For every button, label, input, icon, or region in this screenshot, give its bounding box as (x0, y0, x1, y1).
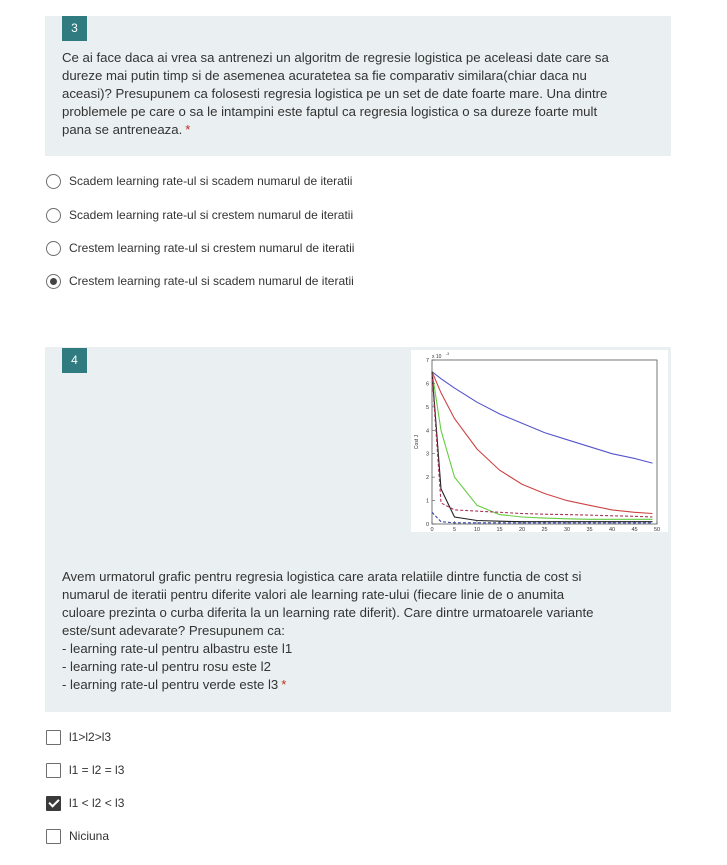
question-3-card: 3 Ce ai face daca ai vrea sa antrenezi u… (45, 16, 671, 156)
y-axis-label: Cost J (414, 434, 420, 449)
y-tick-label: 6 (426, 381, 429, 387)
radio-option-2[interactable]: Scadem learning rate-ul si crestem numar… (46, 205, 646, 225)
y-tick-label: 1 (426, 499, 429, 505)
option-label: Scadem learning rate-ul si scadem numaru… (69, 174, 353, 188)
option-label: Crestem learning rate-ul si scadem numar… (69, 274, 354, 288)
radio-option-3[interactable]: Crestem learning rate-ul si crestem numa… (46, 238, 646, 258)
x-tick-label: 5 (453, 527, 456, 532)
question-text-body: Ce ai face daca ai vrea sa antrenezi un … (62, 50, 609, 137)
question-text: Avem urmatorul grafic pentru regresia lo… (62, 568, 652, 694)
radio-button-selected[interactable] (46, 273, 61, 289)
x-tick-label: 50 (654, 527, 660, 532)
option-label: Crestem learning rate-ul si crestem numa… (69, 241, 355, 255)
required-asterisk: * (185, 122, 191, 137)
series-line-6 (431, 511, 653, 524)
series-line-3 (431, 371, 653, 520)
radio-button[interactable] (46, 240, 61, 256)
option-label: Niciuna (69, 829, 110, 843)
checkbox-option-3[interactable]: l1 < l2 < l3 (46, 793, 646, 813)
radio-option-1[interactable]: Scadem learning rate-ul si scadem numaru… (46, 171, 646, 191)
question-number-badge: 4 (62, 348, 87, 373)
x-tick-label: 35 (586, 527, 592, 532)
checkbox[interactable] (46, 729, 61, 745)
required-asterisk: * (281, 677, 287, 692)
y-multiplier-exponent: -3 (446, 352, 449, 356)
checkbox-option-2[interactable]: l1 = l2 = l3 (46, 760, 646, 780)
question-text: Ce ai face daca ai vrea sa antrenezi un … (62, 49, 652, 139)
y-tick-label: 2 (426, 475, 429, 481)
x-tick-label: 45 (631, 527, 637, 532)
checkbox-option-4[interactable]: Niciuna (46, 826, 646, 846)
option-label: l1>l2>l3 (69, 730, 112, 744)
y-tick-label: 3 (426, 452, 429, 458)
series-line-5 (431, 374, 653, 518)
question-text-body: Avem urmatorul grafic pentru regresia lo… (62, 569, 594, 692)
y-multiplier-label: x 10 (432, 354, 442, 360)
series-line-1 (431, 371, 653, 464)
series-line-2 (431, 371, 653, 515)
x-tick-label: 10 (474, 527, 480, 532)
radio-button[interactable] (46, 207, 61, 223)
series-line-4 (431, 371, 653, 523)
checkbox-checked[interactable] (46, 795, 61, 811)
plot-frame (431, 359, 658, 525)
checkbox-option-1[interactable]: l1>l2>l3 (46, 727, 646, 747)
radio-button[interactable] (46, 173, 61, 189)
y-tick-label: 7 (426, 358, 429, 364)
x-tick-label: 15 (496, 527, 502, 532)
x-tick-label: 20 (519, 527, 525, 532)
x-tick-label: 30 (564, 527, 570, 532)
radio-option-4[interactable]: Crestem learning rate-ul si scadem numar… (46, 271, 646, 291)
x-tick-label: 0 (430, 527, 433, 532)
y-tick-label: 0 (426, 522, 429, 528)
checkbox[interactable] (46, 828, 61, 844)
option-label: Scadem learning rate-ul si crestem numar… (69, 208, 354, 222)
option-label: l1 < l2 < l3 (69, 796, 125, 810)
checkbox[interactable] (46, 762, 61, 778)
y-tick-label: 4 (426, 428, 429, 434)
option-label: l1 = l2 = l3 (69, 763, 125, 777)
question-number-badge: 3 (62, 16, 87, 41)
x-tick-label: 40 (609, 527, 615, 532)
x-tick-label: 25 (541, 527, 547, 532)
y-tick-label: 5 (426, 405, 429, 411)
